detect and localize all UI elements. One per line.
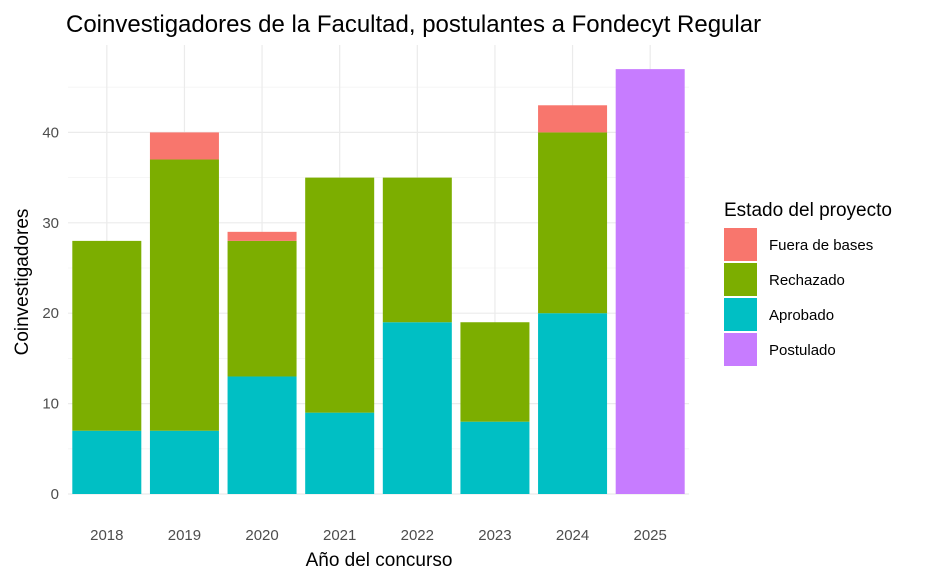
- bar-segment: [538, 132, 608, 314]
- y-tick-label: 0: [51, 486, 59, 503]
- chart-title: Coinvestigadores de la Facultad, postula…: [66, 11, 761, 38]
- y-axis-ticks: 0 10 20 30 40: [42, 124, 59, 503]
- bar-segment: [149, 132, 219, 160]
- bars-layer: [72, 69, 685, 495]
- legend: Estado del proyecto Fuera de bases Rechaz…: [724, 200, 892, 366]
- legend-label: Fuera de bases: [769, 237, 873, 254]
- bar-segment: [227, 240, 297, 377]
- bar-segment: [149, 430, 219, 494]
- legend-label: Postulado: [769, 342, 836, 359]
- bar-segment: [460, 421, 530, 494]
- y-tick-label: 20: [42, 305, 59, 322]
- x-axis-ticks: 2018 2019 2020 2021 2022 2023 2024 2025: [90, 527, 667, 544]
- y-tick-label: 10: [42, 396, 59, 413]
- y-tick-label: 30: [42, 215, 59, 232]
- bar-segment: [382, 177, 452, 323]
- bar-segment: [460, 322, 530, 422]
- x-tick-label: 2023: [478, 527, 511, 544]
- bar-segment: [538, 313, 608, 494]
- bar-segment: [72, 240, 142, 431]
- x-tick-label: 2020: [245, 527, 278, 544]
- x-tick-label: 2019: [168, 527, 201, 544]
- x-tick-label: 2024: [556, 527, 589, 544]
- bar-segment: [227, 376, 297, 494]
- x-tick-label: 2022: [401, 527, 434, 544]
- bar-segment: [615, 69, 685, 495]
- legend-swatch: [724, 263, 757, 296]
- bar-segment: [305, 412, 375, 494]
- bar-segment: [149, 159, 219, 431]
- x-tick-label: 2025: [634, 527, 667, 544]
- y-tick-label: 40: [42, 124, 59, 141]
- x-axis-title: Año del concurso: [306, 550, 453, 571]
- legend-label: Rechazado: [769, 272, 845, 289]
- x-tick-label: 2021: [323, 527, 356, 544]
- bar-segment: [538, 105, 608, 133]
- legend-swatch: [724, 298, 757, 331]
- x-tick-label: 2018: [90, 527, 123, 544]
- bar-segment: [305, 177, 375, 413]
- legend-title: Estado del proyecto: [724, 200, 892, 221]
- legend-swatch: [724, 333, 757, 366]
- bar-segment: [72, 430, 142, 494]
- bar-segment: [227, 231, 297, 241]
- legend-swatch: [724, 228, 757, 261]
- legend-items: Fuera de bases Rechazado Aprobado Postulado: [724, 228, 873, 366]
- legend-label: Aprobado: [769, 307, 834, 324]
- bar-segment: [382, 322, 452, 494]
- y-axis-title: Coinvestigadores: [12, 209, 33, 356]
